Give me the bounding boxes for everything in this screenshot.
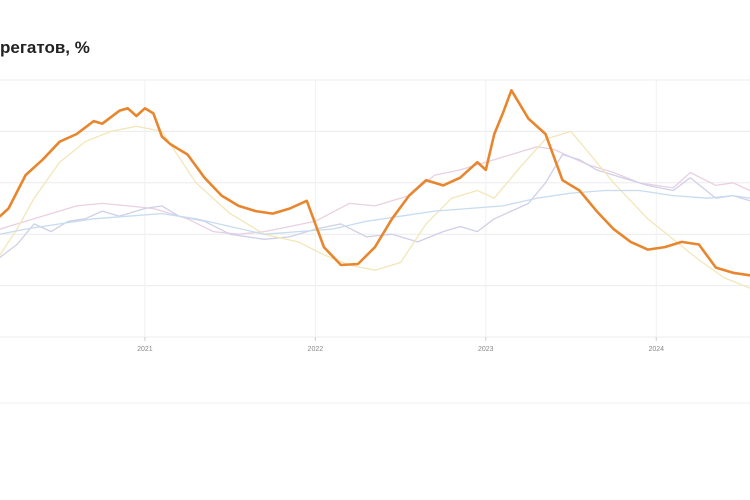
x-tick-label: 2023 [478,346,494,353]
series-line-3 [0,153,750,258]
x-tick-label: 2024 [648,346,664,353]
x-tick-label: 2022 [308,346,324,353]
series-line-5 [0,189,750,235]
x-axis-ticks: 2021 2022 2023 2024 [137,337,664,353]
series-line-1 [0,89,750,277]
chart-title: регатов, % [0,38,90,57]
series-line-4 [0,125,750,289]
x-tick-label: 2021 [137,346,153,353]
chart-grid [0,79,750,404]
chart-series [0,89,750,289]
